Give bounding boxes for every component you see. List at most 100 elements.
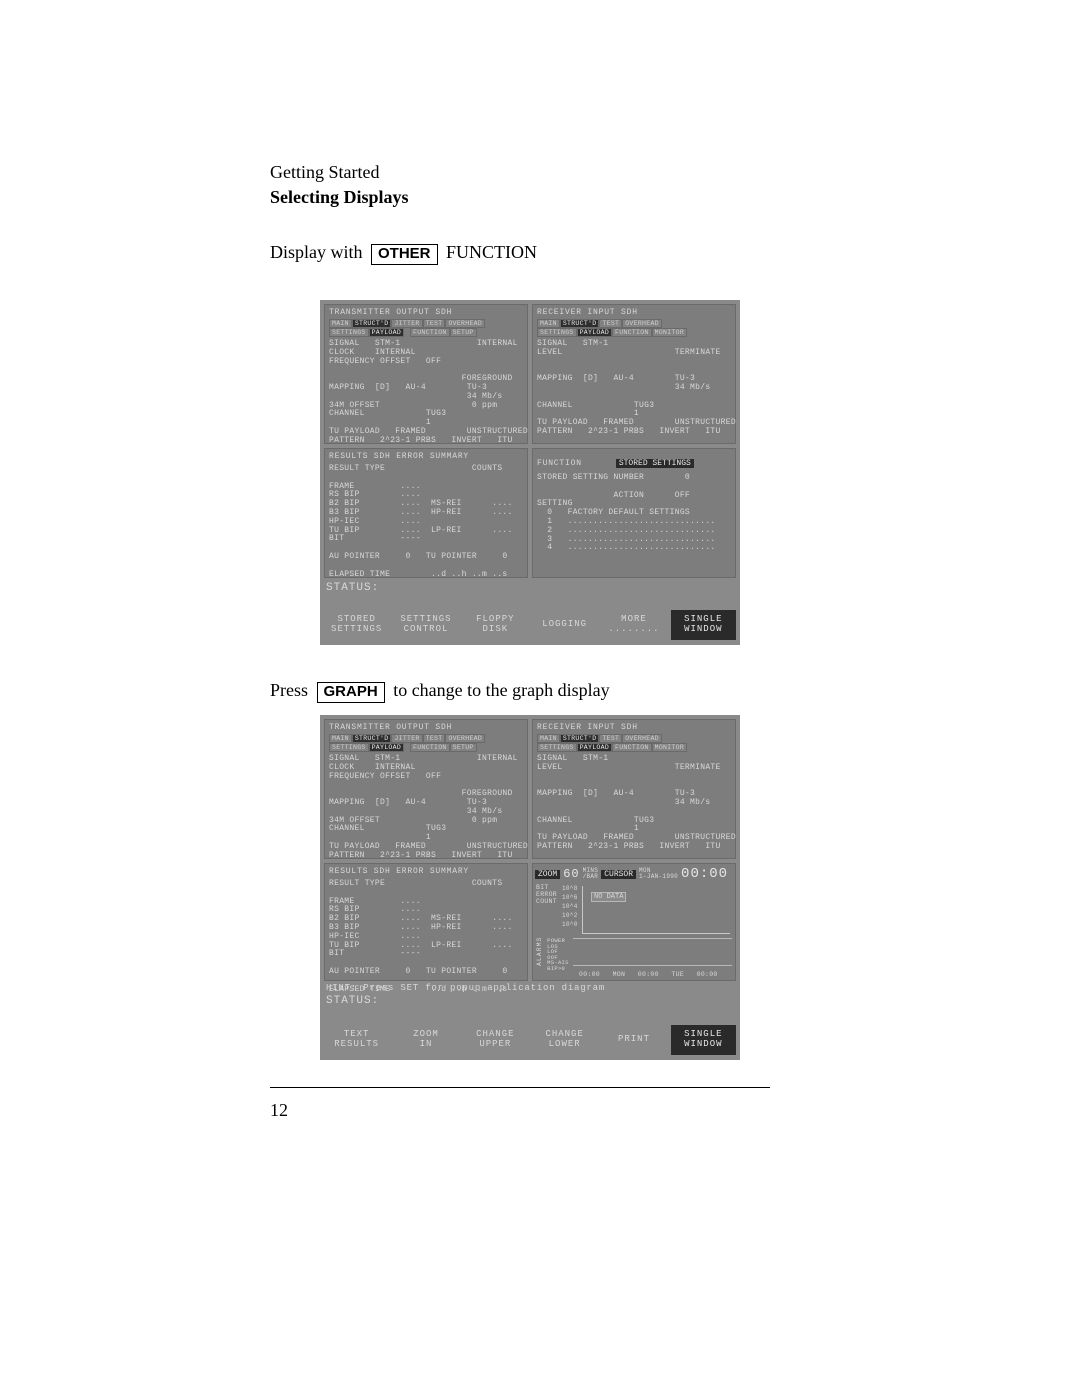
tab[interactable]: STRUCT'D <box>352 319 392 328</box>
s1-tl-body: SIGNAL STM-1 INTERNAL CLOCK INTERNAL FRE… <box>329 340 523 446</box>
error-count-graph: BIT ERROR COUNT 10^8 10^6 10^4 10^2 10^0… <box>536 884 732 936</box>
tab[interactable]: SETTINGS <box>329 743 369 752</box>
tab[interactable]: OVERHEAD <box>622 319 662 328</box>
s1-receiver-panel: RECEIVER INPUT SDH MAIN STRUCT'D TEST OV… <box>532 304 736 444</box>
softkey-settings-control[interactable]: SETTINGSCONTROL <box>393 610 458 640</box>
tab[interactable]: OVERHEAD <box>622 734 662 743</box>
tab[interactable]: TEST <box>423 734 446 743</box>
mins-value: 60 <box>563 867 579 881</box>
cursor-chip: CURSOR <box>601 870 636 879</box>
softkey-floppy-disk[interactable]: FLOPPYDISK <box>463 610 528 640</box>
tab[interactable]: MAIN <box>329 734 352 743</box>
s1-br-title-row: FUNCTION STORED SETTINGS <box>537 452 731 470</box>
s2-tr-tabs2: SETTINGS PAYLOAD FUNCTION MONITOR <box>537 743 731 752</box>
tab[interactable]: PAYLOAD <box>369 328 404 337</box>
softkey-logging[interactable]: LOGGING <box>532 610 597 640</box>
tab[interactable]: SETTINGS <box>329 328 369 337</box>
graph-key-box: GRAPH <box>317 682 385 703</box>
softkey-single-window[interactable]: SINGLEWINDOW <box>671 1025 736 1055</box>
tab[interactable]: TEST <box>423 319 446 328</box>
softkey-stored-settings[interactable]: STOREDSETTINGS <box>324 610 389 640</box>
s1-status-strip: STATUS: STOREDSETTINGS SETTINGSCONTROL F… <box>324 582 736 640</box>
tab[interactable]: TEST <box>599 734 622 743</box>
s1-function-panel: FUNCTION STORED SETTINGS STORED SETTING … <box>532 448 736 578</box>
tab[interactable]: MAIN <box>537 734 560 743</box>
hint-line: HINT: Press SET for popup application di… <box>326 983 605 993</box>
tab[interactable]: JITTER <box>391 734 422 743</box>
tab[interactable]: STRUCT'D <box>560 319 600 328</box>
header-line1: Getting Started <box>270 160 409 185</box>
softkey-zoom-in[interactable]: ZOOMIN <box>393 1025 458 1055</box>
no-data-box: NO DATA <box>591 892 626 902</box>
tab[interactable]: MONITOR <box>652 743 687 752</box>
tab[interactable]: SETTINGS <box>537 328 577 337</box>
s2-tr-title: RECEIVER INPUT SDH <box>537 723 731 732</box>
caption2-post: to change to the graph display <box>393 680 609 700</box>
s1-bl-title: RESULTS SDH ERROR SUMMARY <box>329 452 523 461</box>
s2-transmitter-panel: TRANSMITTER OUTPUT SDH MAIN STRUCT'D JIT… <box>324 719 528 859</box>
softkey-print[interactable]: PRINT <box>601 1025 666 1055</box>
tab[interactable]: JITTER <box>391 319 422 328</box>
caption1-pre: Display with <box>270 242 367 262</box>
s1-tr-tabs2: SETTINGS PAYLOAD FUNCTION MONITOR <box>537 328 731 337</box>
softkey-single-window[interactable]: SINGLEWINDOW <box>671 610 736 640</box>
tab[interactable]: SETUP <box>450 328 477 337</box>
s2-receiver-panel: RECEIVER INPUT SDH MAIN STRUCT'D TEST OV… <box>532 719 736 859</box>
s1-bl-body: RESULT TYPE COUNTS FRAME .... RS BIP ...… <box>329 465 523 579</box>
s2-tl-body: SIGNAL STM-1 INTERNAL CLOCK INTERNAL FRE… <box>329 755 523 861</box>
status-label: STATUS: <box>326 995 379 1007</box>
softkey-change-lower[interactable]: CHANGELOWER <box>532 1025 597 1055</box>
s1-tl-tabs2: SETTINGS PAYLOAD FUNCTION SETUP <box>329 328 523 337</box>
s2-softkeys: TEXTRESULTS ZOOMIN CHANGEUPPER CHANGELOW… <box>324 1025 736 1055</box>
softkey-change-upper[interactable]: CHANGEUPPER <box>463 1025 528 1055</box>
s1-tr-tabs: MAIN STRUCT'D TEST OVERHEAD <box>537 319 731 328</box>
tab[interactable]: PAYLOAD <box>577 743 612 752</box>
tab[interactable]: MONITOR <box>652 328 687 337</box>
status-label: STATUS: <box>326 582 379 594</box>
screenshot-graph-display: TRANSMITTER OUTPUT SDH MAIN STRUCT'D JIT… <box>320 715 740 1060</box>
tab[interactable]: SETTINGS <box>537 743 577 752</box>
s1-transmitter-panel: TRANSMITTER OUTPUT SDH MAIN STRUCT'D JIT… <box>324 304 528 444</box>
other-key-box: OTHER <box>371 244 438 265</box>
tab[interactable]: STRUCT'D <box>560 734 600 743</box>
tab[interactable]: FUNCTION <box>612 743 652 752</box>
page: Getting Started Selecting Displays Displ… <box>0 0 1080 1397</box>
tab[interactable]: FUNCTION <box>612 328 652 337</box>
tab[interactable]: TEST <box>599 319 622 328</box>
s1-softkeys: STOREDSETTINGS SETTINGSCONTROL FLOPPYDIS… <box>324 610 736 640</box>
s2-tl-tabs2: SETTINGS PAYLOAD FUNCTION SETUP <box>329 743 523 752</box>
zoom-chip: ZOOM <box>535 870 560 879</box>
alarms-label: ALARMS <box>536 938 543 966</box>
tab[interactable]: PAYLOAD <box>369 743 404 752</box>
graph-yticks: 10^8 10^6 10^4 10^2 10^0 <box>562 884 578 929</box>
s1-br-title: FUNCTION <box>537 459 582 468</box>
tab[interactable]: MAIN <box>329 319 352 328</box>
caption-1: Display with OTHER FUNCTION <box>270 242 537 265</box>
s2-bl-body: RESULT TYPE COUNTS FRAME .... RS BIP ...… <box>329 880 523 994</box>
doc-header: Getting Started Selecting Displays <box>270 160 409 210</box>
footer-rule <box>270 1087 770 1088</box>
tab[interactable]: PAYLOAD <box>577 328 612 337</box>
tab[interactable]: OVERHEAD <box>445 734 485 743</box>
softkey-text-results[interactable]: TEXTRESULTS <box>324 1025 389 1055</box>
tab[interactable]: SETUP <box>450 743 477 752</box>
s2-graph-panel: ZOOM 60 MINS /BAR CURSOR MON 1-JAN-1990 … <box>532 863 736 981</box>
s1-br-body: STORED SETTING NUMBER 0 ACTION OFF SETTI… <box>537 474 731 553</box>
page-number: 12 <box>270 1100 288 1121</box>
caption-2: Press GRAPH to change to the graph displ… <box>270 680 610 703</box>
tab[interactable]: FUNCTION <box>410 743 450 752</box>
stored-settings-chip: STORED SETTINGS <box>616 459 694 468</box>
tab[interactable]: FUNCTION <box>410 328 450 337</box>
graph-xaxis: 00:00 MON 00:00 TUE 00:00 <box>579 971 732 978</box>
s2-tl-title: TRANSMITTER OUTPUT SDH <box>329 723 523 732</box>
tab[interactable]: MAIN <box>537 319 560 328</box>
graph-ylabel: BIT ERROR COUNT <box>536 884 557 905</box>
softkey-more[interactable]: MORE........ <box>601 610 666 640</box>
screenshot-other-function: TRANSMITTER OUTPUT SDH MAIN STRUCT'D JIT… <box>320 300 740 645</box>
s2-results-panel: RESULTS SDH ERROR SUMMARY RESULT TYPE CO… <box>324 863 528 981</box>
graph-axes: NO DATA <box>582 886 730 934</box>
tab[interactable]: STRUCT'D <box>352 734 392 743</box>
s1-tl-title: TRANSMITTER OUTPUT SDH <box>329 308 523 317</box>
tab[interactable]: OVERHEAD <box>445 319 485 328</box>
s2-tl-tabs: MAIN STRUCT'D JITTER TEST OVERHEAD <box>329 734 523 743</box>
